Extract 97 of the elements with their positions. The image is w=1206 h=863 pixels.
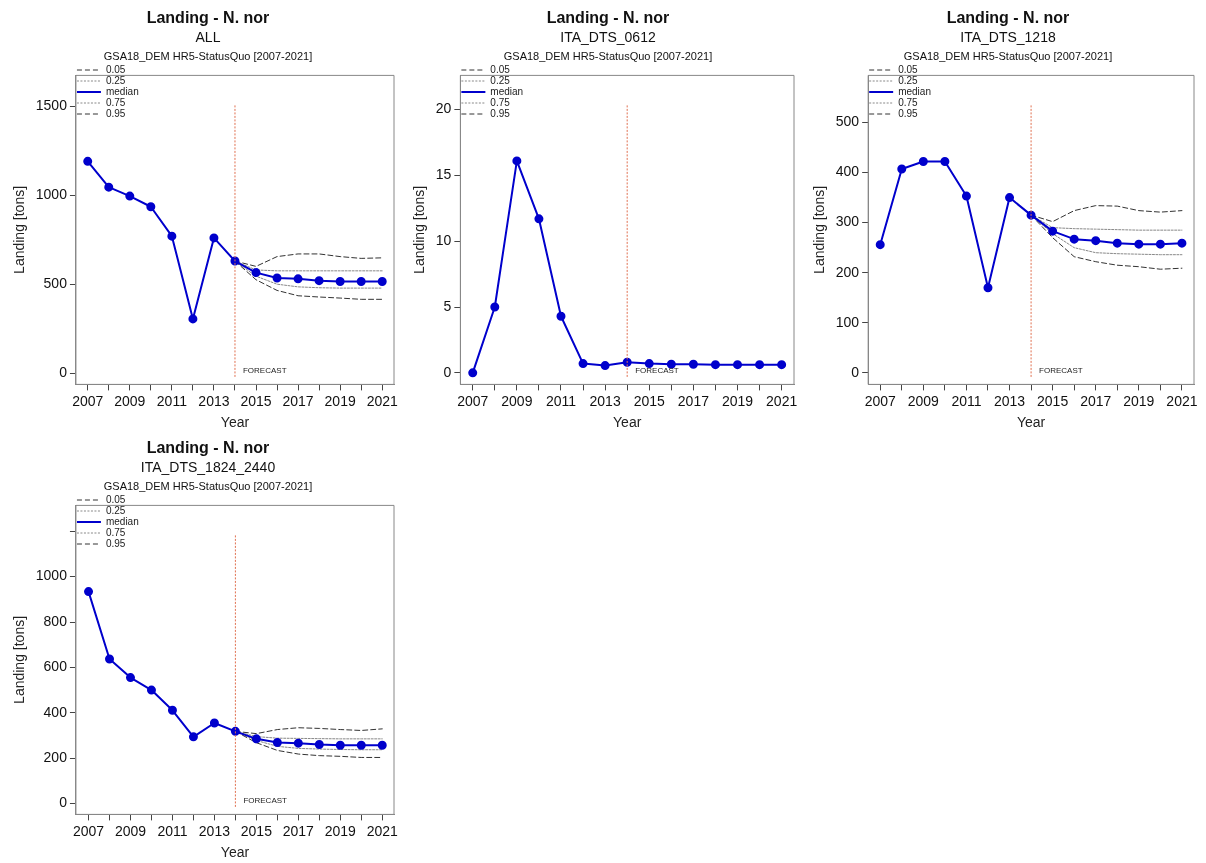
x-tick-label: 2015: [240, 822, 273, 839]
text: GSA18_DEM HR5-StatusQuo [2007-2021]: [902, 49, 1114, 64]
y-tick-label: 400: [835, 163, 860, 180]
y-tick-label: 20: [435, 100, 452, 117]
legend-label: median: [898, 85, 931, 97]
x-tick-label: 2013: [198, 822, 231, 839]
legend-label: 0.75: [490, 96, 511, 108]
x-tick-label: 2011: [157, 822, 188, 839]
x-tick-label: 2013: [589, 392, 621, 409]
x-tick-label: 2011: [951, 392, 982, 409]
ref-line-label: FORECAST: [635, 365, 679, 375]
x-tick-label: 2017: [1080, 392, 1112, 409]
legend-label: 0.05: [105, 493, 126, 505]
y-tick-label: 400: [43, 703, 68, 720]
ref-line-label: FORECAST: [1039, 365, 1083, 375]
y-tick-label: 100: [835, 313, 860, 330]
x-axis-title: Year: [613, 414, 642, 431]
x-tick-label: 2011: [545, 392, 577, 409]
x-tick-label: 2019: [324, 822, 357, 839]
legend-label: 0.25: [105, 74, 126, 86]
chart-subtitle: ITA_DTS_1218: [959, 28, 1057, 46]
x-tick-label: 2021: [1166, 392, 1198, 409]
chart-subtitle: ALL: [194, 28, 222, 46]
legend-label: 0.95: [105, 537, 126, 549]
text: GSA18_DEM HR5-StatusQuo [2007-2021]: [502, 49, 714, 64]
x-tick-label: 2007: [72, 822, 105, 839]
legend-label: 0.75: [105, 526, 126, 538]
x-tick-label: 2017: [282, 392, 314, 409]
y-tick-label: 0: [59, 794, 68, 811]
x-tick-label: 2019: [1123, 392, 1155, 409]
legend-label: 0.05: [490, 63, 511, 75]
y-axis-title: Landing [tons]: [11, 185, 28, 274]
legend-label: 0.25: [898, 74, 919, 86]
ref-line-label: FORECAST: [243, 795, 288, 805]
x-tick-label: 2007: [457, 392, 489, 409]
chart-subtitle: ITA_DTS_0612: [559, 28, 657, 46]
y-tick-label: 800: [43, 612, 68, 629]
chart-title: Landing - N. nor: [145, 438, 271, 458]
x-tick-label: 2007: [72, 392, 104, 409]
y-tick-label: 500: [835, 113, 860, 130]
x-tick-label: 2021: [766, 392, 798, 409]
chart-title: Landing - N. nor: [145, 8, 271, 28]
y-tick-label: 500: [43, 275, 68, 292]
x-tick-label: 2021: [366, 822, 399, 839]
legend-label: 0.95: [490, 107, 511, 119]
y-axis-title: Landing [tons]: [11, 615, 28, 704]
legend-label: 0.95: [105, 107, 126, 119]
ref-line-label: FORECAST: [242, 365, 287, 375]
y-tick-label: 0: [851, 363, 860, 380]
y-tick-label: 1000: [35, 567, 68, 584]
x-tick-label: 2017: [677, 392, 710, 409]
x-tick-label: 2009: [501, 392, 533, 409]
text: GSA18_DEM HR5-StatusQuo [2007-2021]: [102, 479, 314, 494]
x-tick-label: 2009: [114, 392, 146, 409]
y-tick-label: 200: [835, 263, 860, 280]
legend-label: 0.05: [898, 63, 919, 75]
legend-label: median: [490, 85, 524, 97]
x-tick-label: 2009: [114, 822, 147, 839]
y-tick-label: 10: [435, 232, 452, 249]
legend-label: 0.25: [105, 504, 126, 516]
legend-label: median: [105, 515, 139, 527]
legend-label: 0.05: [105, 63, 126, 75]
x-axis-title: Year: [220, 844, 250, 861]
y-tick-label: 1500: [35, 97, 68, 114]
legend-label: 0.75: [898, 96, 919, 108]
legend-label: 0.75: [105, 96, 126, 108]
x-tick-label: 2011: [156, 392, 188, 409]
x-tick-label: 2015: [1037, 392, 1069, 409]
x-tick-label: 2007: [864, 392, 897, 409]
x-tick-label: 2021: [366, 392, 398, 409]
legend-label: 0.25: [490, 74, 511, 86]
chart-title: Landing - N. nor: [945, 8, 1071, 28]
x-tick-label: 2015: [633, 392, 666, 409]
y-tick-label: 15: [435, 166, 452, 183]
chart-subtitle: ITA_DTS_1824_2440: [139, 458, 277, 476]
x-tick-label: 2013: [198, 392, 230, 409]
x-tick-label: 2013: [993, 392, 1026, 409]
y-axis-title: Landing [tons]: [411, 185, 428, 274]
legend-label: median: [105, 85, 139, 97]
x-tick-label: 2015: [240, 392, 272, 409]
text: GSA18_DEM HR5-StatusQuo [2007-2021]: [102, 49, 314, 64]
x-tick-label: 2019: [721, 392, 754, 409]
y-axis-title: Landing [tons]: [811, 185, 828, 274]
y-tick-label: 1000: [35, 186, 68, 203]
x-axis-title: Year: [1016, 414, 1046, 431]
y-tick-label: 300: [835, 213, 860, 230]
y-tick-label: 5: [443, 297, 452, 314]
x-axis-title: Year: [220, 414, 250, 431]
x-tick-label: 2019: [324, 392, 356, 409]
y-tick-label: 0: [443, 363, 452, 380]
legend-label: 0.95: [898, 107, 919, 119]
y-tick-label: 200: [43, 749, 68, 765]
chart-title: Landing - N. nor: [545, 8, 671, 28]
x-tick-label: 2017: [282, 822, 315, 839]
y-tick-label: 0: [59, 364, 68, 381]
y-tick-label: 600: [43, 658, 68, 675]
x-tick-label: 2009: [907, 392, 940, 409]
